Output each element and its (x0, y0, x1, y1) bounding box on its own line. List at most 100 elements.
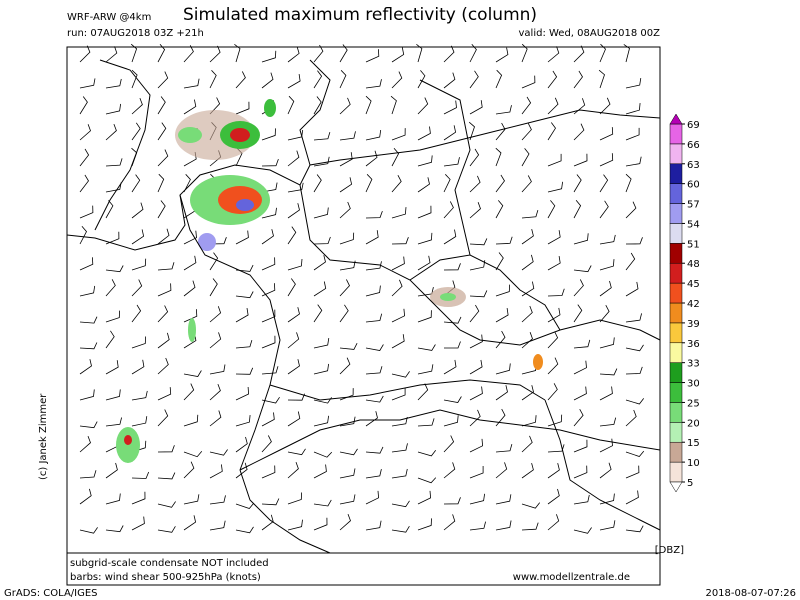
wind-barb (287, 448, 306, 456)
wind-barb (235, 71, 246, 89)
wind-barb (209, 464, 223, 479)
colorbar-top (669, 113, 683, 125)
wind-barb (261, 207, 277, 219)
wind-barb (417, 383, 429, 401)
wind-barb (339, 357, 351, 375)
wind-barb (521, 229, 534, 245)
wind-barb (339, 513, 351, 531)
wind-barb (339, 201, 351, 219)
wind-barb (495, 462, 508, 479)
wind-barb (131, 304, 142, 323)
wind-barb (209, 252, 219, 271)
wind-barb (157, 501, 176, 508)
wind-barb (547, 200, 556, 219)
wind-barb (339, 388, 354, 401)
wind-barb (131, 516, 145, 531)
colorbar-label: 20 (687, 418, 700, 429)
borders (66, 59, 661, 554)
colorbar-swatch (669, 203, 683, 224)
wind-barb (339, 177, 353, 193)
wind-barb (365, 150, 378, 167)
wind-barb (547, 181, 563, 193)
wind-barb (339, 131, 356, 141)
wind-barb (287, 74, 301, 89)
valid-label: valid: Wed, 08AUG2018 00Z (519, 28, 661, 39)
wind-barb (287, 307, 300, 323)
wind-barb (599, 43, 606, 63)
wind-barb (469, 359, 483, 375)
wind-barb (443, 415, 459, 427)
wind-barb (573, 233, 589, 245)
wind-barb (417, 490, 432, 505)
wind-barb (573, 200, 582, 219)
wind-barb (599, 493, 615, 505)
wind-barb (547, 514, 560, 531)
wind-barb (235, 502, 255, 509)
wind-barb (209, 70, 217, 89)
colorbar-swatch (669, 302, 683, 324)
wind-barb (105, 360, 119, 375)
wind-barb (79, 174, 89, 193)
wind-barb (547, 488, 560, 505)
colorbar-label: 51 (687, 239, 700, 250)
wind-barb (79, 359, 92, 375)
colorbar-swatch (669, 223, 683, 244)
wind-barb (417, 155, 433, 167)
wind-barb (131, 491, 146, 505)
wind-barb (339, 304, 349, 323)
wind-barb (287, 258, 303, 271)
wind-barb (390, 95, 397, 115)
wind-barb (287, 393, 305, 401)
map (66, 43, 661, 554)
wind-barb (417, 310, 432, 323)
reflectivity (116, 99, 543, 463)
wind-barb (625, 366, 643, 375)
footer-frame (66, 552, 661, 586)
wind-barb (157, 357, 169, 375)
wind-barb (599, 438, 613, 453)
wind-barb (287, 182, 304, 193)
wind-barb (521, 522, 539, 531)
wind-barb (521, 96, 532, 115)
wind-barb (157, 71, 169, 89)
wind-barb (521, 305, 533, 323)
wind-barb (495, 443, 513, 453)
wind-barb (261, 50, 277, 63)
wind-barb (547, 331, 559, 349)
wind-barb (391, 443, 408, 453)
wind-barb (365, 395, 384, 403)
wind-barb (469, 438, 484, 453)
colorbar-label: 39 (687, 319, 700, 330)
wind-barb (313, 96, 322, 115)
wind-barb (573, 70, 583, 89)
wind-barb (339, 232, 355, 245)
wind-barb (469, 409, 481, 427)
wind-barb (469, 175, 481, 193)
wind-barb (365, 285, 381, 297)
wind-barb (495, 105, 512, 115)
wind-barb (157, 228, 170, 245)
wind-barb (261, 498, 280, 506)
wind-barb (209, 383, 221, 401)
colorbar: 5 10 15 20 25 30 33 36 39 42 45 48 51 54 57 60 63 66 69 [DB… (655, 113, 700, 556)
wind-barb (391, 175, 402, 193)
wind-barb (209, 520, 226, 531)
wind-barb (599, 462, 612, 479)
wind-barb (625, 344, 644, 352)
wind-barb (79, 205, 94, 219)
wind-barb (443, 514, 456, 531)
wind-barb (261, 309, 276, 323)
wind-barb (287, 461, 299, 479)
wind-barb (417, 70, 426, 89)
wind-barb (521, 332, 533, 349)
wind-barb (313, 207, 329, 219)
wind-barb (521, 385, 534, 401)
wind-barb (547, 97, 559, 115)
wind-barb (521, 415, 537, 427)
wind-barb (417, 477, 437, 484)
wind-barb (469, 100, 483, 115)
wind-barb (261, 435, 272, 453)
wind-barb (157, 262, 175, 271)
colorbar-swatch (669, 362, 683, 383)
